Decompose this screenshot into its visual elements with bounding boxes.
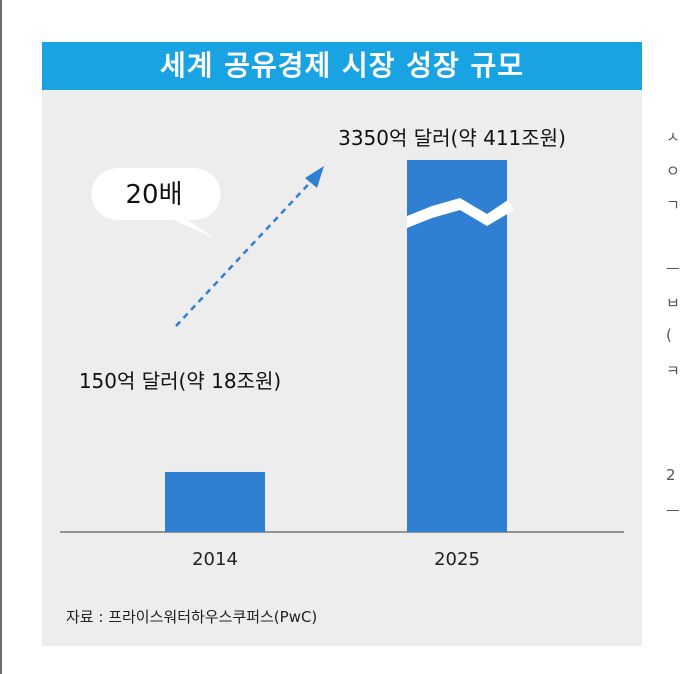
side-text-fragment: ㅇ — [666, 162, 680, 180]
side-text-fragment: ㄱ — [666, 196, 680, 214]
annotation-bubble — [91, 168, 221, 238]
data-label-2014: 150억 달러(약 18조원) — [79, 369, 281, 393]
side-text-fragment: ㅂ — [666, 294, 680, 312]
growth-arrow — [175, 173, 319, 327]
axis-break-mark — [407, 198, 514, 228]
side-text-fragment: 2 — [666, 466, 676, 484]
side-text-fragment: ㅋ — [666, 362, 680, 380]
chart-title: 세계 공유경제 시장 성장 규모 — [42, 42, 642, 90]
chart-card: 세계 공유경제 시장 성장 규모 150억 달러(약 18조원) 3350억 달… — [42, 42, 642, 646]
side-text-fragment: ㅡ — [666, 260, 680, 278]
side-text-fragment: ㅡ — [666, 502, 680, 520]
growth-arrowhead — [305, 166, 324, 188]
x-tick-2025: 2025 — [434, 549, 480, 570]
side-text-fragment: ㅅ — [666, 128, 680, 146]
source-note: 자료 : 프라이스워터하우스쿠퍼스(PwC) — [66, 608, 318, 626]
x-tick-2014: 2014 — [192, 549, 238, 570]
bar-chart: 150억 달러(약 18조원) 3350억 달러(약 411조원) 2014 2… — [60, 126, 624, 570]
annotation-text: 20배 — [125, 180, 182, 210]
side-text-fragment: ( — [666, 326, 672, 344]
bar-2014 — [165, 472, 265, 532]
data-label-2025: 3350억 달러(약 411조원) — [338, 126, 566, 150]
left-border — [0, 0, 2, 674]
